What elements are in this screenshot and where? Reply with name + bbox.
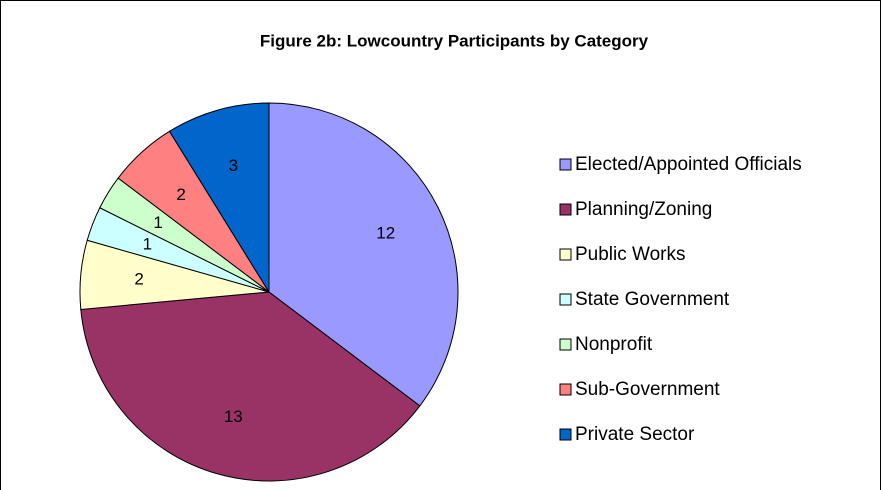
data-label: 1 <box>143 234 152 253</box>
data-label: 13 <box>224 407 243 426</box>
data-label: 1 <box>153 213 162 232</box>
data-label: 2 <box>134 269 143 288</box>
legend-label: Nonprofit <box>575 334 653 355</box>
pie-slice <box>168 102 270 294</box>
legend-label: Planning/Zoning <box>575 199 712 220</box>
legend-swatch <box>559 248 572 261</box>
data-label: 12 <box>376 223 395 242</box>
chart-title: Figure 2b: Lowcountry Participants by Ca… <box>260 31 649 50</box>
legend-swatch <box>559 338 572 351</box>
legend-label: State Government <box>575 289 730 310</box>
pie-slice <box>80 291 421 482</box>
legend-label: Private Sector <box>575 424 695 445</box>
legend-swatch <box>559 203 572 216</box>
legend-label: Elected/Appointed Officials <box>575 154 802 175</box>
data-label: 3 <box>229 156 238 175</box>
pie-slice <box>268 102 459 407</box>
legend-swatch <box>559 158 572 171</box>
legend-label: Sub-Government <box>575 379 720 400</box>
legend-swatch <box>559 383 572 396</box>
data-label: 2 <box>176 185 185 204</box>
legend-swatch <box>559 293 572 306</box>
legend-swatch <box>559 428 572 441</box>
legend-label: Public Works <box>575 244 686 265</box>
